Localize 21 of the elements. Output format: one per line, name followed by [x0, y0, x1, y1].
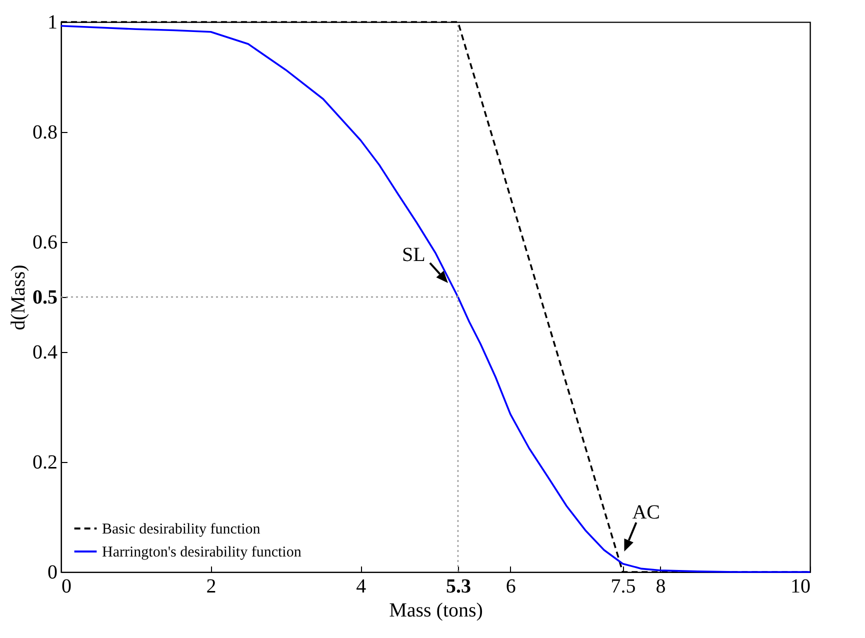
x-tick-label: 4: [356, 576, 366, 598]
x-tick-label: 2: [206, 576, 216, 598]
legend-label: Harrington's desirability function: [102, 544, 302, 560]
y-tick-label: 1: [48, 12, 58, 34]
x-tick-label: 5.3: [446, 576, 471, 598]
y-tick-label: 0.6: [32, 232, 58, 254]
y-tick-label: 0.2: [32, 452, 58, 474]
annotation: AC: [632, 502, 660, 524]
y-tick-label: 0.5: [32, 286, 58, 308]
x-tick-label: 10: [790, 576, 810, 598]
y-tick-label: 0: [48, 562, 58, 584]
x-tick-label: 6: [506, 576, 516, 598]
x-tick-label: 0: [62, 576, 72, 598]
y-tick-label: 0.4: [32, 342, 58, 364]
x-tick-label: 8: [656, 576, 666, 598]
annotation: SL: [402, 244, 426, 266]
y-axis-title: d(Mass): [8, 264, 30, 330]
x-axis-title: Mass (tons): [389, 600, 483, 622]
legend-label: Basic desirability function: [102, 522, 261, 538]
y-tick-label: 0.8: [32, 122, 58, 144]
x-tick-label: 7.5: [610, 576, 636, 598]
